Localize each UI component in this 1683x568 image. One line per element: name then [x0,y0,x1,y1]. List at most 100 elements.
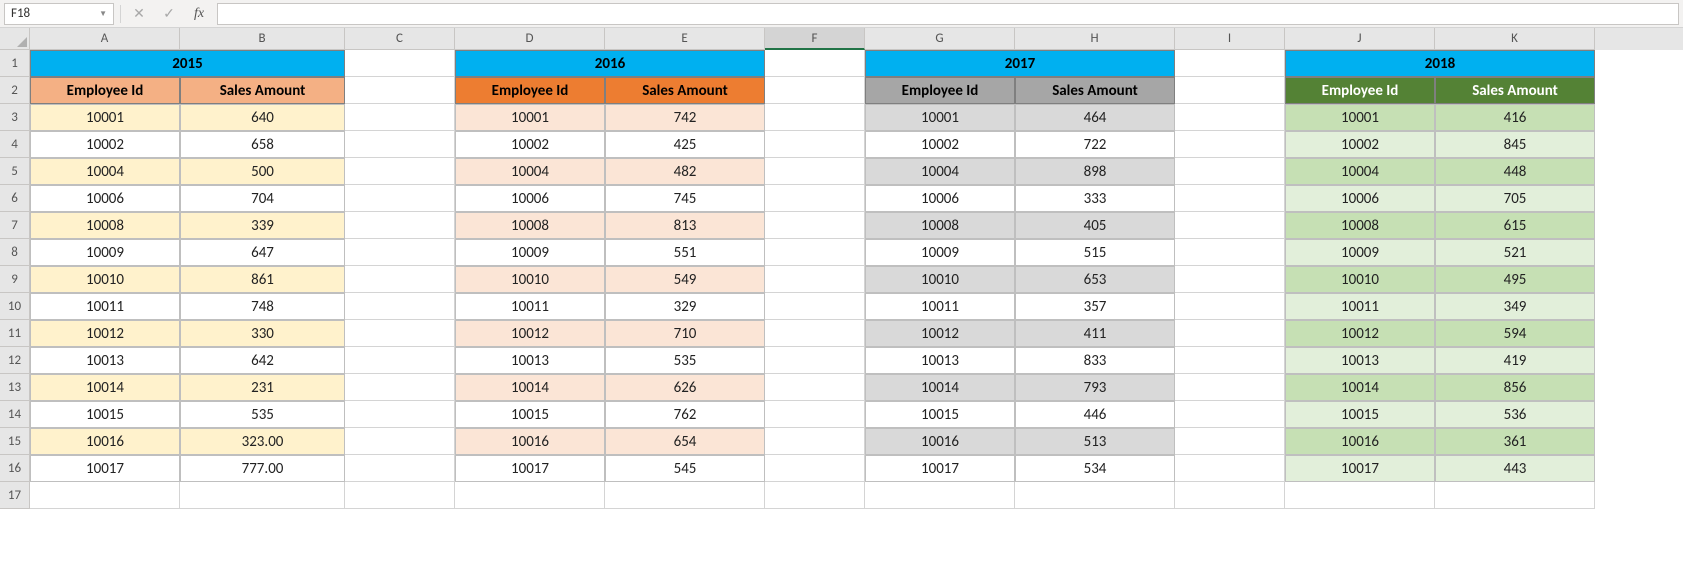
cell-C2[interactable] [345,77,455,104]
cell-G2[interactable]: Employee Id [865,77,1015,104]
cell-C12[interactable] [345,347,455,374]
cell-B16[interactable]: 777.00 [180,455,345,482]
cell-B7[interactable]: 339 [180,212,345,239]
cell-G16[interactable]: 10017 [865,455,1015,482]
cell-D9[interactable]: 10010 [455,266,605,293]
cell-F8[interactable] [765,239,865,266]
row-header-17[interactable]: 17 [0,482,30,509]
cell-A4[interactable]: 10002 [30,131,180,158]
cell-E16[interactable]: 545 [605,455,765,482]
cell-J2[interactable]: Employee Id [1285,77,1435,104]
cell-C17[interactable] [345,482,455,509]
cell-K6[interactable]: 705 [1435,185,1595,212]
cell-D15[interactable]: 10016 [455,428,605,455]
cell-I11[interactable] [1175,320,1285,347]
cell-F2[interactable] [765,77,865,104]
cell-K16[interactable]: 443 [1435,455,1595,482]
row-header-1[interactable]: 1 [0,50,30,77]
cell-D13[interactable]: 10014 [455,374,605,401]
cell-K10[interactable]: 349 [1435,293,1595,320]
cell-F9[interactable] [765,266,865,293]
column-header-G[interactable]: G [865,28,1015,50]
cell-H10[interactable]: 357 [1015,293,1175,320]
column-header-J[interactable]: J [1285,28,1435,50]
cell-D4[interactable]: 10002 [455,131,605,158]
cell-K8[interactable]: 521 [1435,239,1595,266]
cell-K11[interactable]: 594 [1435,320,1595,347]
cell-F3[interactable] [765,104,865,131]
cell-D14[interactable]: 10015 [455,401,605,428]
cell-B2[interactable]: Sales Amount [180,77,345,104]
cell-C9[interactable] [345,266,455,293]
cell-H9[interactable]: 653 [1015,266,1175,293]
column-header-K[interactable]: K [1435,28,1595,50]
row-header-6[interactable]: 6 [0,185,30,212]
cell-F15[interactable] [765,428,865,455]
cell-J7[interactable]: 10008 [1285,212,1435,239]
cell-G17[interactable] [865,482,1015,509]
cell-D10[interactable]: 10011 [455,293,605,320]
row-header-2[interactable]: 2 [0,77,30,104]
cell-I15[interactable] [1175,428,1285,455]
cell-F13[interactable] [765,374,865,401]
cell-H11[interactable]: 411 [1015,320,1175,347]
cell-D3[interactable]: 10001 [455,104,605,131]
cell-B10[interactable]: 748 [180,293,345,320]
cell-A3[interactable]: 10001 [30,104,180,131]
cell-A12[interactable]: 10013 [30,347,180,374]
cell-G3[interactable]: 10001 [865,104,1015,131]
cell-J15[interactable]: 10016 [1285,428,1435,455]
row-header-3[interactable]: 3 [0,104,30,131]
cell-G4[interactable]: 10002 [865,131,1015,158]
cell-B3[interactable]: 640 [180,104,345,131]
cell-K3[interactable]: 416 [1435,104,1595,131]
cell-I16[interactable] [1175,455,1285,482]
cell-C13[interactable] [345,374,455,401]
cancel-icon[interactable]: ✕ [127,3,151,25]
row-header-13[interactable]: 13 [0,374,30,401]
cell-H5[interactable]: 898 [1015,158,1175,185]
cell-H16[interactable]: 534 [1015,455,1175,482]
cell-H12[interactable]: 833 [1015,347,1175,374]
cell-C15[interactable] [345,428,455,455]
cell-A14[interactable]: 10015 [30,401,180,428]
row-header-15[interactable]: 15 [0,428,30,455]
cell-E13[interactable]: 626 [605,374,765,401]
cell-A8[interactable]: 10009 [30,239,180,266]
cell-E15[interactable]: 654 [605,428,765,455]
cell-J13[interactable]: 10014 [1285,374,1435,401]
cell-E5[interactable]: 482 [605,158,765,185]
enter-icon[interactable]: ✓ [157,3,181,25]
cell-A16[interactable]: 10017 [30,455,180,482]
row-header-16[interactable]: 16 [0,455,30,482]
cell-J11[interactable]: 10012 [1285,320,1435,347]
cell-I10[interactable] [1175,293,1285,320]
cell-K5[interactable]: 448 [1435,158,1595,185]
cell-I13[interactable] [1175,374,1285,401]
cell-G14[interactable]: 10015 [865,401,1015,428]
cell-K17[interactable] [1435,482,1595,509]
column-header-F[interactable]: F [765,28,865,50]
cell-C4[interactable] [345,131,455,158]
cell-E8[interactable]: 551 [605,239,765,266]
cell-J4[interactable]: 10002 [1285,131,1435,158]
row-header-7[interactable]: 7 [0,212,30,239]
cell-K7[interactable]: 615 [1435,212,1595,239]
cell-D1[interactable]: 2016 [455,50,765,77]
cell-E2[interactable]: Sales Amount [605,77,765,104]
cell-K2[interactable]: Sales Amount [1435,77,1595,104]
cell-E6[interactable]: 745 [605,185,765,212]
cell-D7[interactable]: 10008 [455,212,605,239]
cell-K9[interactable]: 495 [1435,266,1595,293]
cell-I1[interactable] [1175,50,1285,77]
cell-H2[interactable]: Sales Amount [1015,77,1175,104]
cell-B17[interactable] [180,482,345,509]
cell-A2[interactable]: Employee Id [30,77,180,104]
cell-A10[interactable]: 10011 [30,293,180,320]
cell-G13[interactable]: 10014 [865,374,1015,401]
cell-A7[interactable]: 10008 [30,212,180,239]
cell-F11[interactable] [765,320,865,347]
cell-F1[interactable] [765,50,865,77]
cell-I6[interactable] [1175,185,1285,212]
column-header-D[interactable]: D [455,28,605,50]
